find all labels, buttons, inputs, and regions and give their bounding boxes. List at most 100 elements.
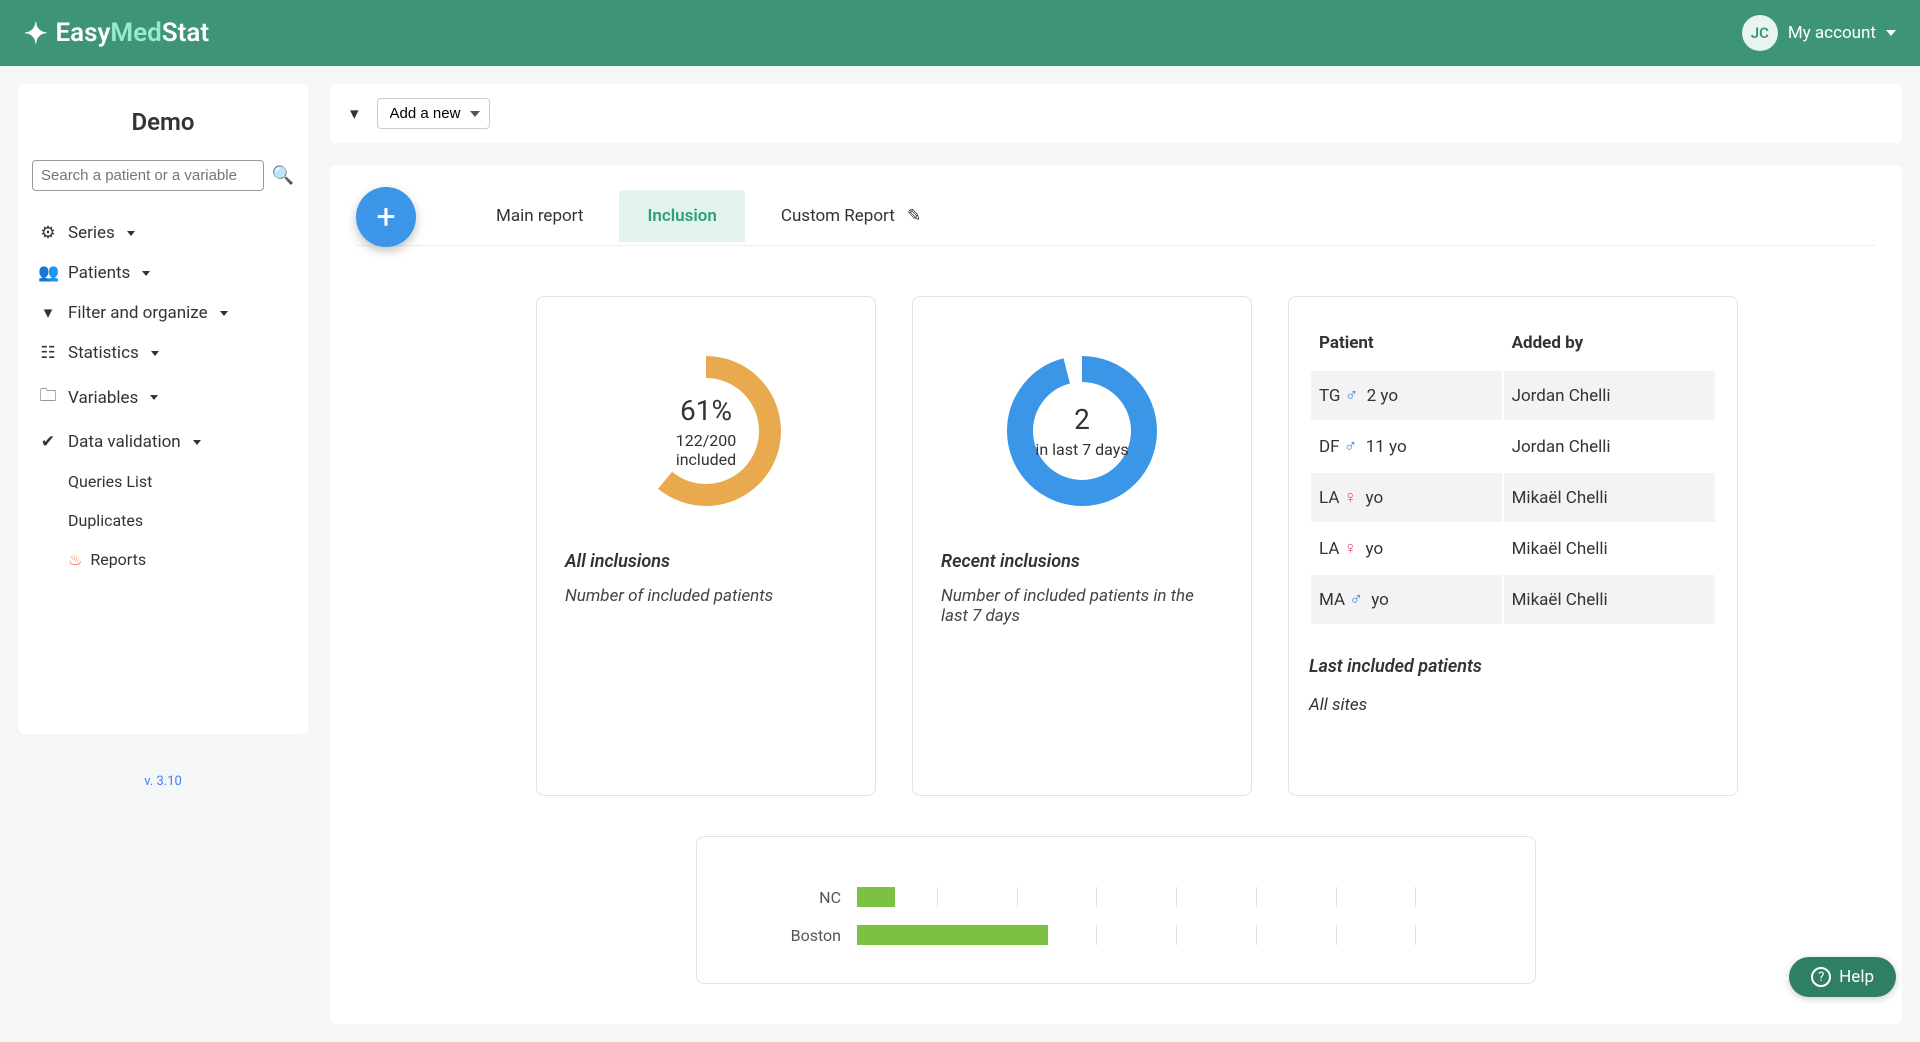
chevron-down-icon: [1886, 30, 1896, 36]
sidebar-item-label: Data validation: [68, 432, 181, 452]
added-by-cell: Jordan Chelli: [1504, 371, 1715, 420]
sidebar-item-label: Patients: [68, 263, 130, 283]
sidebar-title: Demo: [32, 108, 294, 136]
chevron-down-icon: [142, 271, 150, 276]
sidebar-item-label: Series: [68, 223, 115, 243]
col-patient: Patient: [1311, 323, 1502, 369]
sidebar-item-variables[interactable]: 🗀 Variables: [32, 373, 294, 422]
chevron-down-icon: [151, 351, 159, 356]
sidebar-item-statistics[interactable]: ☷ Statistics: [32, 333, 294, 373]
table-row[interactable]: LA ♀ yoMikaël Chelli: [1311, 473, 1715, 522]
check-icon: ✔: [38, 432, 58, 452]
avatar: JC: [1742, 15, 1778, 51]
patient-cell: MA ♂ yo: [1311, 575, 1502, 624]
bar-row: NC: [737, 887, 1495, 907]
add-new-select-wrap[interactable]: Add a new: [377, 98, 490, 129]
all-inclusions-donut: 61% 122/200 included: [626, 351, 786, 511]
logo-text-stat: Stat: [162, 18, 209, 48]
patients-subtitle: All sites: [1309, 695, 1717, 715]
sidebar-sub-duplicates[interactable]: Duplicates: [32, 501, 294, 540]
filter-icon[interactable]: ▾: [350, 104, 359, 124]
sidebar-item-series[interactable]: ⚙ Series: [32, 213, 294, 253]
help-label: Help: [1839, 967, 1874, 987]
donut-count: 122/200: [676, 431, 737, 450]
all-inclusions-card: 61% 122/200 included All inclusions Numb…: [536, 296, 876, 796]
stats-icon: ☷: [38, 343, 58, 363]
sidebar-sub-reports[interactable]: ♨ Reports: [32, 540, 294, 579]
bar-row: Boston: [737, 925, 1495, 945]
report-panel: + Main report Inclusion Custom Report ✎: [330, 165, 1902, 1024]
patient-cell: LA ♀ yo: [1311, 524, 1502, 573]
account-label: My account: [1788, 23, 1876, 43]
toolbar: ▾ Add a new: [330, 84, 1902, 143]
patients-title: Last included patients: [1309, 656, 1717, 677]
barchart-card: NC Boston: [696, 836, 1536, 984]
chevron-down-icon: [220, 311, 228, 316]
bar-label: NC: [737, 888, 857, 907]
search-icon[interactable]: 🔍: [272, 165, 294, 186]
sidebar-item-label: Variables: [68, 388, 138, 408]
sidebar-item-filter[interactable]: ▾ Filter and organize: [32, 293, 294, 333]
male-icon: ♂: [1345, 385, 1359, 406]
add-new-select[interactable]: Add a new: [377, 98, 490, 129]
donut-percent: 61%: [680, 394, 732, 427]
added-by-cell: Mikaël Chelli: [1504, 524, 1715, 573]
tab-main-report[interactable]: Main report: [468, 190, 611, 242]
tab-inclusion[interactable]: Inclusion: [619, 190, 744, 242]
patient-cell: DF ♂ 11 yo: [1311, 422, 1502, 471]
added-by-cell: Jordan Chelli: [1504, 422, 1715, 471]
donut-sublabel: included: [676, 450, 736, 469]
edit-icon[interactable]: ✎: [907, 206, 921, 226]
bar-label: Boston: [737, 926, 857, 945]
female-icon: ♀: [1344, 487, 1358, 508]
table-row[interactable]: DF ♂ 11 yoJordan Chelli: [1311, 422, 1715, 471]
donut-sublabel: in last 7 days: [1035, 440, 1128, 459]
female-icon: ♀: [1344, 538, 1358, 559]
help-button[interactable]: ? Help: [1789, 957, 1896, 997]
card-desc: Number of included patients in the last …: [941, 586, 1223, 626]
tabs: + Main report Inclusion Custom Report ✎: [356, 187, 1876, 246]
help-icon: ?: [1811, 967, 1831, 987]
patient-cell: TG ♂ 2 yo: [1311, 371, 1502, 420]
sidebar-item-patients[interactable]: 👥 Patients: [32, 253, 294, 293]
sidebar-item-label: Filter and organize: [68, 303, 208, 323]
table-row[interactable]: LA ♀ yoMikaël Chelli: [1311, 524, 1715, 573]
logo[interactable]: ✦ EasyMedStat: [24, 17, 209, 50]
card-desc: Number of included patients: [565, 586, 847, 606]
patients-card: Patient Added by TG ♂ 2 yoJordan ChelliD…: [1288, 296, 1738, 796]
tab-label: Inclusion: [647, 206, 716, 226]
search-input[interactable]: [32, 160, 264, 191]
bar-fill: [857, 887, 895, 907]
recent-inclusions-donut: 2 in last 7 days: [1002, 351, 1162, 511]
version-label: v. 3.10: [18, 774, 308, 789]
bar-track: [857, 925, 1495, 945]
bar-fill: [857, 925, 1048, 945]
col-added-by: Added by: [1504, 323, 1715, 369]
male-icon: ♂: [1344, 436, 1358, 457]
logo-text-med: Med: [110, 18, 161, 48]
tab-label: Custom Report: [781, 206, 895, 226]
sidebar-sub-label: Reports: [90, 550, 146, 569]
tab-custom-report[interactable]: Custom Report ✎: [753, 190, 949, 242]
sidebar-sub-label: Queries List: [68, 472, 152, 491]
users-icon: 👥: [38, 263, 58, 283]
gear-icon: ⚙: [38, 223, 58, 243]
sidebar: Demo 🔍 ⚙ Series 👥 Patients ▾ Filter and …: [18, 84, 308, 734]
table-row[interactable]: TG ♂ 2 yoJordan Chelli: [1311, 371, 1715, 420]
sidebar-item-data-validation[interactable]: ✔ Data validation: [32, 422, 294, 462]
sidebar-sub-queries-list[interactable]: Queries List: [32, 462, 294, 501]
added-by-cell: Mikaël Chelli: [1504, 473, 1715, 522]
filter-icon: ▾: [38, 303, 58, 323]
bar-track: [857, 887, 1495, 907]
logo-icon: ✦: [24, 17, 47, 50]
chevron-down-icon: [193, 440, 201, 445]
account-menu[interactable]: JC My account: [1742, 15, 1896, 51]
patients-table: Patient Added by TG ♂ 2 yoJordan ChelliD…: [1309, 321, 1717, 626]
table-row[interactable]: MA ♂ yoMikaël Chelli: [1311, 575, 1715, 624]
content-area: ▾ Add a new + Main report Inclusion Cust…: [330, 84, 1902, 1024]
folder-icon: 🗀: [38, 383, 58, 412]
chevron-down-icon: [127, 231, 135, 236]
add-report-button[interactable]: +: [356, 187, 416, 247]
recent-inclusions-card: 2 in last 7 days Recent inclusions Numbe…: [912, 296, 1252, 796]
donut-big: 2: [1074, 403, 1090, 436]
